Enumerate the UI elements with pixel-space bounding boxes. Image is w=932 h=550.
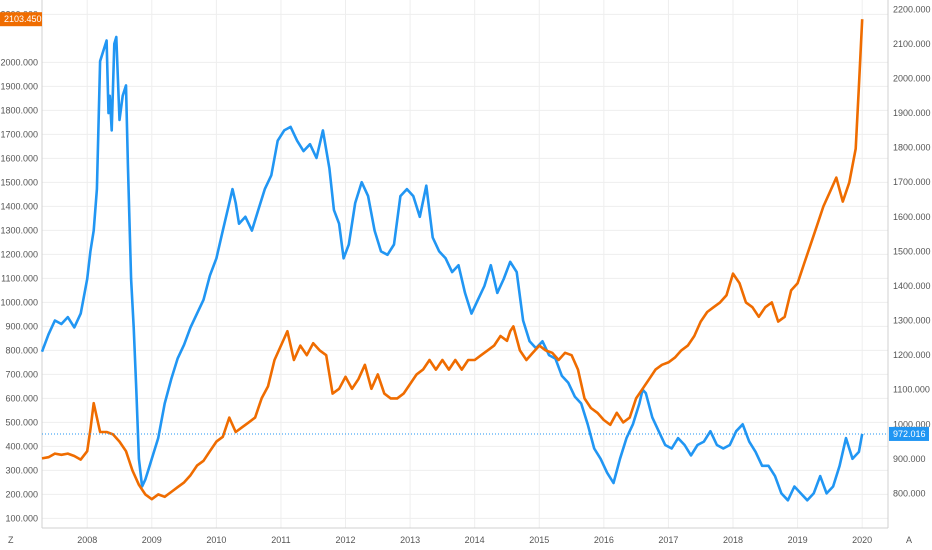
left-tick-label: 1300.000 [0, 225, 38, 235]
left-tick-label: 300.000 [5, 465, 38, 475]
x-tick-label: 2018 [723, 535, 743, 545]
right-tick-label: 2100.000 [893, 39, 931, 49]
left-tick-label: 1200.000 [0, 249, 38, 259]
left-tick-label: 2000.000 [0, 57, 38, 67]
gridlines [42, 0, 888, 528]
right-last-value-badge [889, 426, 929, 441]
x-tick-label: 2008 [77, 535, 97, 545]
orange-series-line [41, 19, 864, 501]
right-tick-label: 900.000 [893, 454, 926, 464]
x-tick-label: 2010 [206, 535, 226, 545]
left-axis-ticks: 100.000 200.000 300.000 400.000 500.000 600.0… [0, 9, 38, 523]
left-last-value-badge [0, 12, 42, 27]
x-tick-label: 2019 [788, 535, 808, 545]
right-last-value-text: 972.016 [893, 429, 926, 439]
x-axis-ticks: 2008 2009 2010 2011 2012 2013 2014 2015 2016 2017… [77, 535, 872, 545]
right-tick-label: 1000.000 [893, 419, 931, 429]
x-tick-label: 2016 [594, 535, 614, 545]
left-tick-label: 1600.000 [0, 153, 38, 163]
left-tick-label: 700.000 [5, 369, 38, 379]
left-last-value-text: 2103.450 [4, 14, 42, 24]
last-value-layer: 972.016 2103.450 [0, 12, 929, 441]
right-tick-label: 1800.000 [893, 143, 931, 153]
left-tick-label: 200.000 [5, 489, 38, 499]
right-tick-label: 1700.000 [893, 177, 931, 187]
left-tick-label: 1000.000 [0, 297, 38, 307]
x-tick-label: 2015 [529, 535, 549, 545]
right-axis-corner-label: A [906, 535, 912, 545]
right-tick-label: 1200.000 [893, 350, 931, 360]
right-tick-label: 1600.000 [893, 212, 931, 222]
left-tick-label: 1900.000 [0, 81, 38, 91]
left-tick-label: 100.000 [5, 513, 38, 523]
x-tick-label: 2014 [465, 535, 485, 545]
right-tick-label: 2200.000 [893, 4, 931, 14]
left-tick-label: 600.000 [5, 393, 38, 403]
left-tick-label: 1500.000 [0, 177, 38, 187]
left-tick-label: 1800.000 [0, 105, 38, 115]
x-tick-label: 2009 [142, 535, 162, 545]
plot-border [41, 0, 889, 529]
left-tick-label: 1100.000 [1, 273, 38, 283]
left-tick-label: 1700.000 [0, 129, 38, 139]
right-tick-label: 1100.000 [893, 385, 930, 395]
x-tick-label: 2017 [658, 535, 678, 545]
series-layer [40, 19, 864, 502]
right-tick-label: 1300.000 [893, 316, 931, 326]
x-tick-label: 2013 [400, 535, 420, 545]
left-tick-label: 500.000 [5, 417, 38, 427]
x-tick-label: 2011 [271, 535, 290, 545]
left-tick-label: 800.000 [5, 345, 38, 355]
right-tick-label: 1500.000 [893, 246, 931, 256]
x-tick-label: 2012 [336, 535, 356, 545]
left-tick-label: 1400.000 [0, 201, 38, 211]
x-tick-label: 2020 [852, 535, 872, 545]
right-tick-label: 2000.000 [893, 73, 931, 83]
right-axis-ticks: 800.000 900.000 1000.000 1100.000 1200.000 13… [893, 4, 931, 498]
right-tick-label: 1900.000 [893, 108, 931, 118]
left-axis-corner-label: Z [8, 535, 14, 545]
left-tick-label: 900.000 [5, 321, 38, 331]
left-tick-label: 400.000 [5, 441, 38, 451]
blue-series-line [40, 35, 864, 502]
right-tick-label: 800.000 [893, 488, 926, 498]
right-tick-label: 1400.000 [893, 281, 931, 291]
